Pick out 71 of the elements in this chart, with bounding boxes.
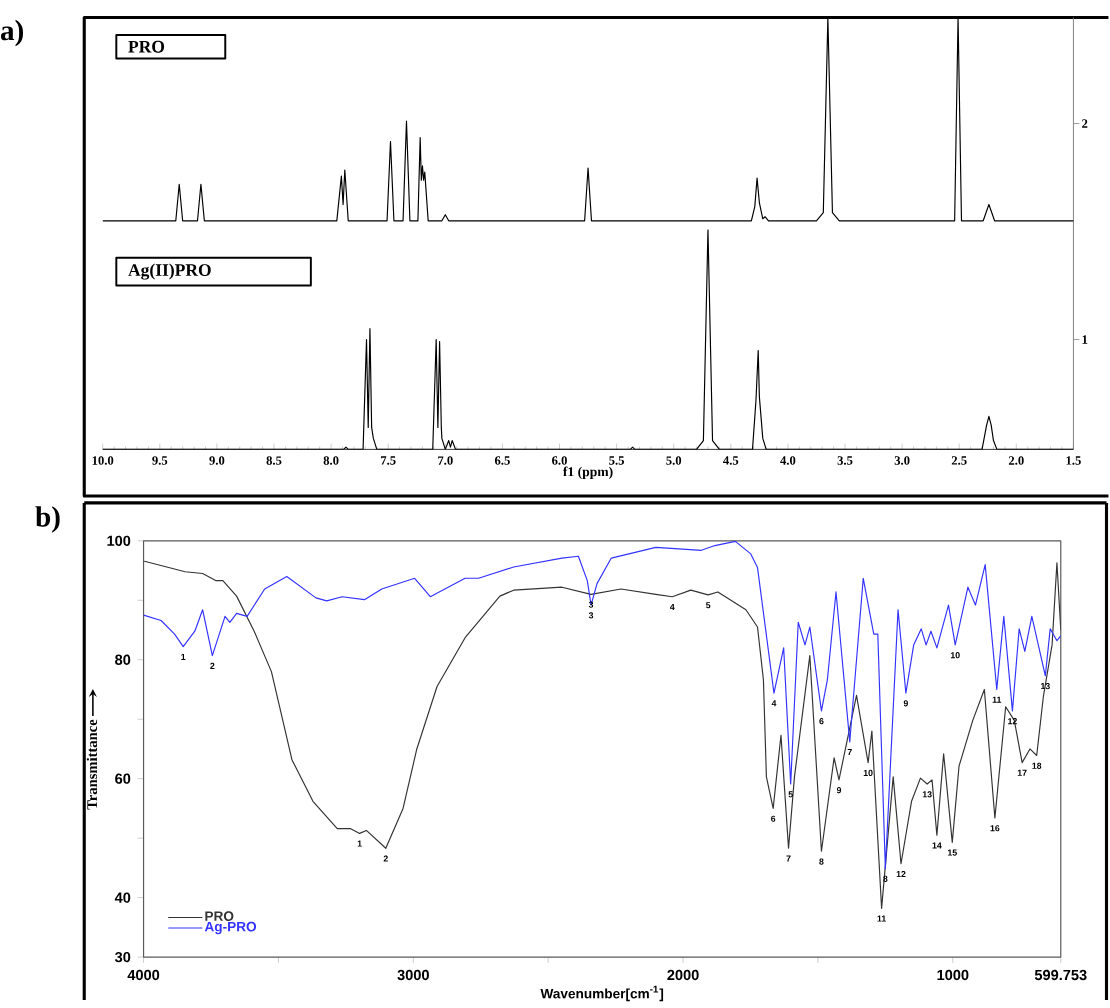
text: Ag(II)PRO	[128, 263, 211, 280]
chart-title: b)	[35, 506, 60, 533]
x-tick-label: 9.5	[152, 456, 168, 466]
annotation: 12	[896, 871, 906, 878]
x-tick-label: 10.0	[92, 456, 114, 466]
annotation: 2	[383, 855, 388, 862]
annotation: 11	[992, 696, 1002, 703]
text: 1	[1082, 335, 1088, 344]
annotation: 10	[863, 770, 873, 777]
x-tick-label: 8.5	[266, 456, 282, 466]
annotation: 8	[883, 875, 888, 883]
y-tick-label: 80	[115, 654, 131, 666]
annotation: 9	[836, 787, 842, 794]
chart-title: a)	[0, 20, 24, 47]
x-tick-label: 4000	[127, 970, 160, 981]
x-tick-label: 2.5	[951, 456, 967, 466]
x-tick-label: 3.0	[894, 456, 910, 466]
x-tick-label: 3.5	[837, 456, 853, 466]
annotation: 13	[922, 791, 932, 798]
x-axis-title: f1 (ppm)	[563, 466, 613, 480]
y-tick-label: 60	[115, 773, 131, 785]
x-tick-label: 4.0	[780, 456, 796, 466]
annotation: 13	[1041, 683, 1050, 690]
annotation: 7	[847, 749, 852, 756]
x-tick-label: 5.5	[609, 456, 625, 465]
annotation: 5	[705, 602, 711, 609]
x-tick-label: 599.753	[1034, 970, 1087, 981]
x-tick-label: 7.5	[381, 456, 396, 465]
annotation: 7	[786, 855, 791, 862]
y-tick-label: 40	[114, 892, 131, 904]
annotation: 3	[588, 612, 594, 619]
annotation: 18	[1032, 762, 1042, 770]
x-tick-label: 1.5	[1066, 456, 1081, 465]
annotation: 15	[947, 849, 957, 856]
x-tick-label: 6.0	[552, 456, 567, 466]
legend-label: Ag-PRO	[204, 922, 257, 935]
annotation: 11	[877, 915, 886, 922]
annotation: 8	[819, 858, 824, 865]
annotation: 4	[669, 604, 675, 611]
annotation: 17	[1017, 770, 1027, 777]
y-axis-title: Transmittance	[86, 719, 98, 810]
annotation: 6	[771, 815, 776, 823]
annotation: 9	[903, 700, 908, 707]
annotation: 3	[588, 601, 594, 608]
y-tick-label: 100	[107, 535, 131, 547]
annotation: 16	[990, 825, 1000, 832]
x-tick-label: 1000	[937, 970, 969, 981]
x-tick-label: 4.5	[723, 456, 739, 465]
annotation: 10	[950, 652, 960, 659]
annotation: 6	[819, 718, 824, 725]
x-axis-title: Wavenumber[cm$^{-1}$]	[540, 985, 664, 1002]
legend-label: PRO	[205, 911, 234, 922]
x-tick-label: 5.0	[666, 456, 682, 466]
x-tick-label: 7.0	[438, 456, 453, 466]
x-tick-label: 3000	[397, 970, 429, 981]
annotation: 1	[181, 654, 186, 661]
x-tick-label: 2000	[667, 970, 699, 981]
y-tick-label: 30	[114, 952, 131, 963]
annotation: 1	[357, 840, 362, 847]
x-tick-label: 9.0	[209, 456, 225, 466]
text: 2	[1082, 119, 1088, 128]
x-tick-label: 2.0	[1008, 456, 1024, 466]
x-tick-label: 6.5	[494, 456, 510, 466]
annotation: 2	[210, 663, 215, 670]
line-series	[143, 541, 1061, 870]
text: PRO	[128, 41, 165, 53]
annotation: 4	[771, 700, 777, 707]
line-series	[143, 560, 1061, 910]
annotation: 5	[788, 791, 793, 798]
x-tick-label: 8.0	[323, 456, 339, 466]
annotation: 14	[932, 842, 942, 849]
